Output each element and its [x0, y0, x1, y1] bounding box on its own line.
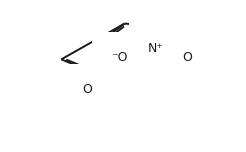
Text: N⁺: N⁺ [148, 42, 164, 55]
Text: O: O [82, 83, 92, 96]
Text: ⁻O: ⁻O [111, 51, 127, 64]
Text: O: O [114, 60, 124, 73]
Text: O: O [183, 51, 193, 64]
Text: CH₃: CH₃ [152, 58, 173, 68]
Text: S: S [111, 51, 119, 64]
